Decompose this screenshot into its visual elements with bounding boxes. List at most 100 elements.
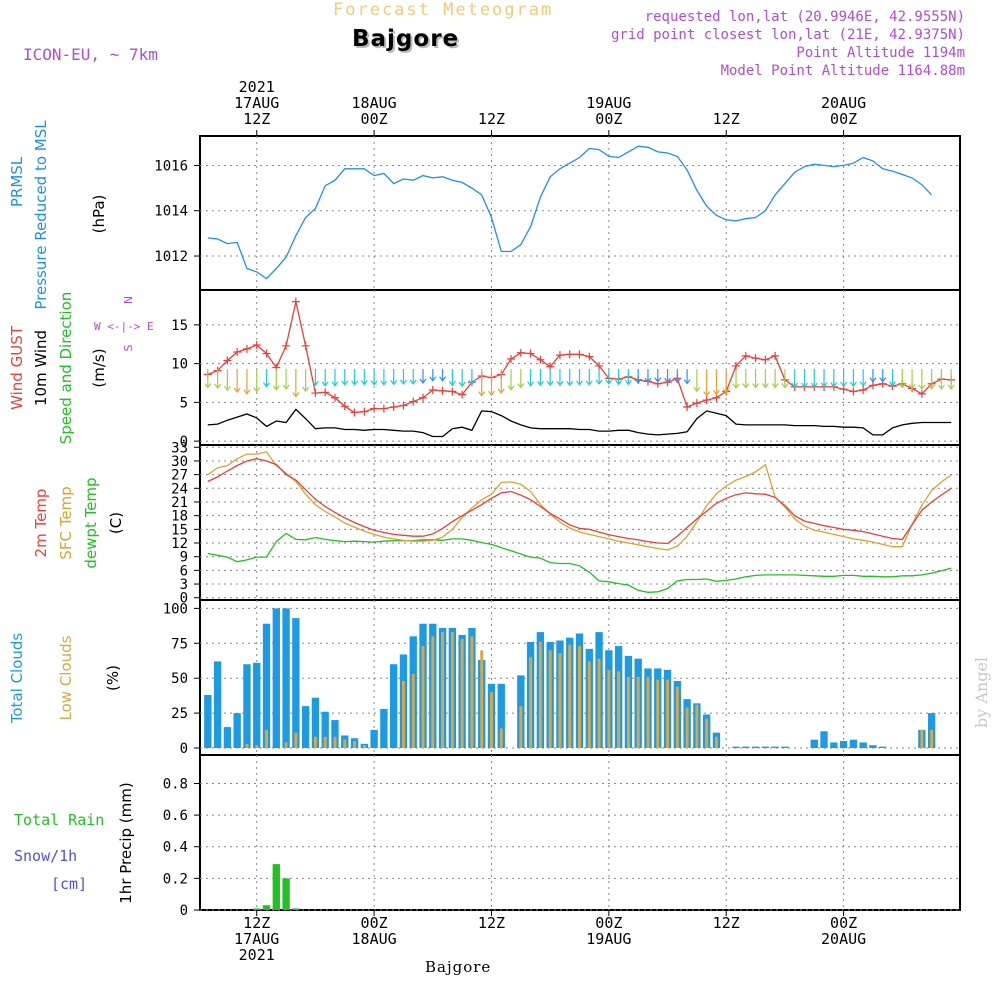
wind-arrow-head xyxy=(830,382,838,388)
gust-marker xyxy=(751,354,760,363)
low-cloud-bar xyxy=(656,679,660,749)
y-tick-label: 0 xyxy=(180,903,188,919)
sfc-temp-line xyxy=(207,451,952,551)
wind-arrow-head xyxy=(233,387,241,393)
gust-marker xyxy=(575,350,584,359)
wind-arrow-head xyxy=(908,384,916,390)
dewpt-line xyxy=(207,532,952,593)
wind-arrow-head xyxy=(928,384,936,390)
gust-marker xyxy=(360,407,369,416)
gust-marker xyxy=(301,341,310,350)
wind-arrow-head xyxy=(282,384,290,390)
low-cloud-bar xyxy=(284,742,288,749)
gust-marker xyxy=(595,361,604,370)
wind-arrow-head xyxy=(517,383,525,389)
wind-arrow-head xyxy=(292,392,300,398)
pressure-label-2: Pressure Reduced to MSL xyxy=(32,120,50,310)
wind-arrow-head xyxy=(458,381,466,388)
gust-marker xyxy=(282,341,291,350)
wind-arrow-head xyxy=(448,380,456,387)
low-cloud-bar xyxy=(362,745,366,749)
gust-marker xyxy=(409,397,418,406)
x-tick-label-bottom: 20AUG xyxy=(821,930,866,948)
low-cloud-bar xyxy=(441,632,445,749)
total-cloud-bar xyxy=(761,746,770,749)
rain-label: Total Rain xyxy=(14,811,104,829)
wind-arrow-head xyxy=(644,377,652,384)
wind-arrow-head xyxy=(390,379,398,386)
low-cloud-bar xyxy=(401,680,405,749)
x-tick-label-top: 20AUG xyxy=(821,94,866,112)
x-tick-label-top: 18AUG xyxy=(352,94,397,112)
total-cloud-bar xyxy=(272,608,280,749)
wind-arrow-head xyxy=(243,389,251,395)
gust-marker xyxy=(428,385,437,394)
wind-speed-line xyxy=(207,408,952,438)
gust-marker xyxy=(311,389,320,398)
low-cloud-bar xyxy=(685,707,689,749)
total-cloud-bar xyxy=(849,739,858,749)
y-tick-label: 10 xyxy=(171,357,188,373)
wind-arrow-head xyxy=(253,387,261,393)
total-cloud-bar xyxy=(321,711,329,749)
wind-arrow-head xyxy=(576,380,583,386)
wind-arrow-head xyxy=(918,384,926,390)
total-cloud-bar xyxy=(292,618,300,749)
low-cloud-bar xyxy=(490,692,493,749)
panel-frame xyxy=(199,289,961,446)
wind-arrow-head xyxy=(849,381,857,388)
gust-marker xyxy=(692,399,701,408)
watermark: by Angel xyxy=(972,656,991,728)
clouds-unit: (%) xyxy=(104,665,122,691)
panel-frame xyxy=(199,135,961,291)
snow-unit-label: [cm] xyxy=(51,875,87,893)
low-cloud-bar xyxy=(597,658,601,749)
low-cloud-bar xyxy=(323,736,327,749)
wind-arrow-head xyxy=(311,380,319,387)
model-label: ICON-EU, ~ 7km xyxy=(23,45,158,64)
wind-arrow-head xyxy=(722,388,730,394)
temp-unit: (C) xyxy=(107,512,125,534)
x-tick-label-bottom: 00Z xyxy=(830,914,857,932)
wind-arrow-head xyxy=(585,380,593,386)
low-cloud-bar xyxy=(343,739,347,749)
total-cloud-bar xyxy=(253,662,261,749)
total-clouds-label: Total Clouds xyxy=(8,633,26,725)
low-cloud-bar xyxy=(646,676,650,749)
low-cloud-bar xyxy=(705,718,709,749)
wind-arrow-head xyxy=(624,379,632,386)
gust-label: Wind GUST xyxy=(8,325,26,410)
wind-arrow-head xyxy=(331,381,339,387)
low-cloud-bar xyxy=(499,728,503,749)
low-cloud-bar xyxy=(529,657,533,749)
wind-arrow-head xyxy=(771,383,779,389)
wind-arrow-head xyxy=(302,386,310,393)
wind-arrow-head xyxy=(399,379,407,385)
wind-arrow-head xyxy=(869,377,877,383)
gust-marker xyxy=(683,403,692,412)
gust-marker xyxy=(399,401,408,410)
wind-arrow-head xyxy=(370,380,378,386)
wind-arrow-head xyxy=(214,383,222,389)
gust-marker xyxy=(252,341,261,350)
x-tick-label-bottom: 00Z xyxy=(595,914,622,932)
total-cloud-bar xyxy=(223,727,232,749)
pressure-line xyxy=(207,145,933,280)
y-tick-label: 1014 xyxy=(154,204,188,220)
total-cloud-bar xyxy=(879,746,887,749)
y-tick-label: 6 xyxy=(180,563,188,579)
total-cloud-bar xyxy=(742,746,750,749)
x-tick-label-top: 00Z xyxy=(361,110,388,128)
wind-arrow-head xyxy=(947,384,955,390)
wind-unit: (m/s) xyxy=(90,348,108,387)
y-tick-label: 0.2 xyxy=(163,871,188,887)
x-tick-label-bottom: 12Z xyxy=(713,914,740,932)
total-cloud-bar xyxy=(380,708,388,749)
low-cloud-bar xyxy=(460,639,464,749)
x-tick-label-bottom: 17AUG xyxy=(234,930,279,948)
compass-we: W <-|-> E xyxy=(94,320,154,333)
gust-marker xyxy=(526,349,535,358)
gust-marker xyxy=(585,352,594,361)
low-cloud-bar xyxy=(714,736,718,749)
